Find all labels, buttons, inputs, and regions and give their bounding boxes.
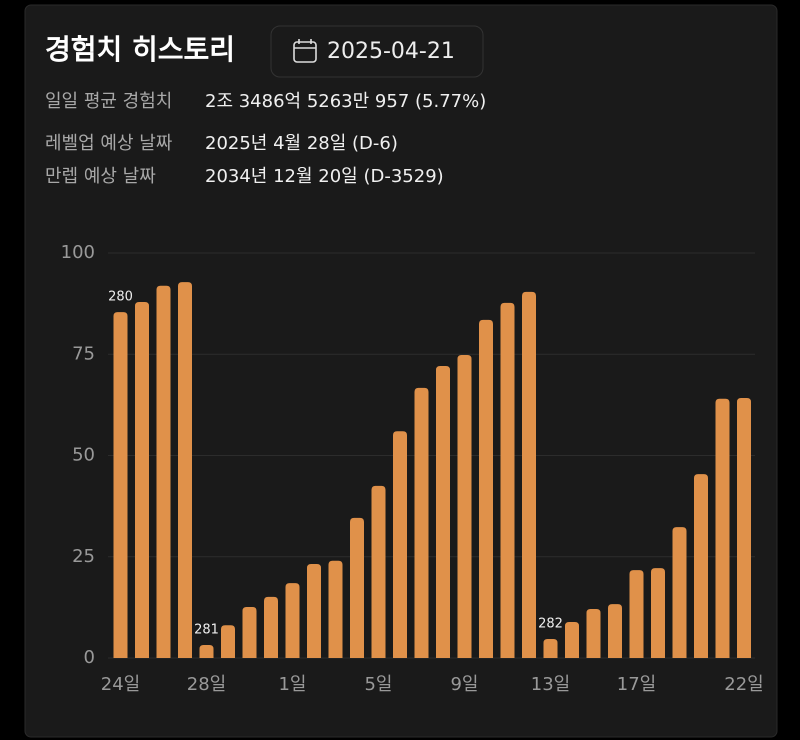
- level-label: 282: [538, 616, 563, 631]
- bar: [737, 397, 751, 658]
- bar: [350, 517, 364, 658]
- bar: [479, 319, 493, 658]
- y-tick-label: 100: [61, 242, 95, 263]
- x-tick-label: 5일: [364, 674, 392, 695]
- bar: [672, 527, 687, 658]
- bar: [242, 606, 257, 658]
- bar: [522, 291, 536, 658]
- bar: [264, 596, 278, 658]
- bar: [178, 282, 192, 658]
- info-value: 2025년 4월 28일 (D-6): [205, 133, 398, 154]
- bar: [436, 365, 450, 658]
- level-label: 280: [108, 290, 133, 305]
- x-tick-label: 22일: [724, 674, 763, 695]
- level-label: 281: [194, 623, 219, 638]
- bar: [694, 474, 708, 658]
- bar: [586, 608, 601, 658]
- info-label: 레벨업 예상 날짜: [45, 133, 173, 154]
- x-tick-label: 17일: [617, 674, 656, 695]
- x-tick-label: 9일: [450, 674, 478, 695]
- bar: [307, 564, 321, 658]
- bar: [221, 625, 235, 658]
- date-button-frame[interactable]: [270, 25, 484, 78]
- info-label: 만렙 예상 날짜: [45, 166, 156, 187]
- y-tick-label: 75: [72, 343, 95, 364]
- bar: [328, 560, 343, 658]
- bar: [199, 645, 214, 658]
- bar: [608, 604, 622, 658]
- bar: [156, 285, 171, 658]
- x-tick-label: 13일: [531, 674, 570, 695]
- y-tick-label: 50: [72, 445, 95, 466]
- bar: [715, 398, 730, 658]
- info-value: 2조 3486억 5263만 957 (5.77%): [205, 91, 486, 112]
- card: [24, 4, 778, 738]
- bar: [457, 355, 472, 658]
- bar: [371, 485, 386, 658]
- y-tick-label: 0: [84, 647, 95, 668]
- info-value: 2034년 12월 20일 (D-3529): [205, 166, 444, 187]
- bar: [113, 312, 128, 658]
- bar: [651, 568, 665, 658]
- date-button[interactable]: 2025-04-21: [270, 25, 484, 78]
- info-label: 일일 평균 경험치: [45, 91, 172, 112]
- bar: [629, 570, 644, 658]
- title: 경험치 히스토리: [45, 33, 235, 66]
- x-tick-label: 28일: [187, 674, 226, 695]
- calendar-icon: [293, 39, 317, 63]
- x-tick-label: 24일: [101, 674, 140, 695]
- bar: [543, 638, 558, 658]
- bar: [393, 431, 407, 658]
- bar: [285, 583, 300, 658]
- x-tick-label: 1일: [278, 674, 306, 695]
- bar: [414, 387, 429, 658]
- date[interactable]: 2025-04-21: [327, 39, 455, 64]
- bar: [135, 302, 149, 658]
- bar: [500, 302, 515, 658]
- y-tick-label: 25: [72, 546, 95, 567]
- bar: [565, 621, 579, 658]
